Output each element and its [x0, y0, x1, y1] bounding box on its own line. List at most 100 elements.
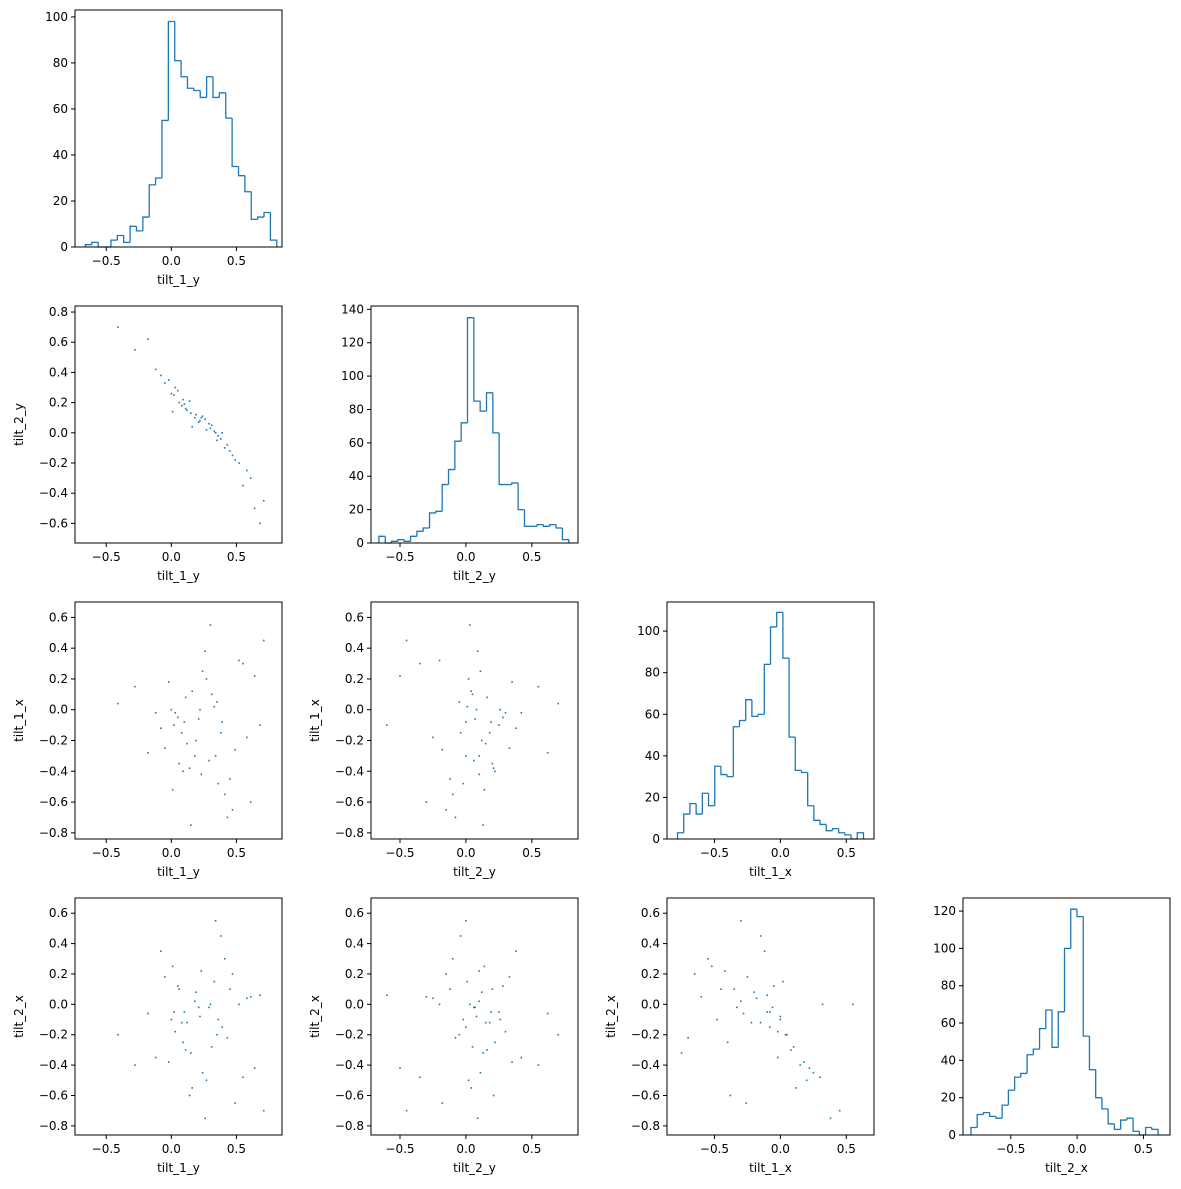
y-tick-label: −0.6 — [335, 795, 364, 809]
scatter-point — [213, 705, 216, 708]
histogram-step — [435, 510, 443, 513]
scatter-point — [786, 1033, 788, 1036]
y-tick-label: 40 — [349, 469, 364, 483]
y-tick-label: 0.2 — [345, 672, 364, 686]
scatter-point — [214, 755, 217, 757]
scatter-point — [205, 678, 208, 680]
scatter-point — [223, 447, 226, 449]
histogram-step — [1007, 1089, 1015, 1106]
y-tick-label: 0.0 — [345, 997, 364, 1011]
y-tick-label: −0.4 — [335, 764, 364, 778]
scatter-point — [467, 1079, 470, 1082]
y-tick-label: 0.6 — [345, 610, 364, 624]
scatter-point — [173, 724, 175, 726]
histogram-step — [1057, 1011, 1065, 1048]
y-tick-label: 60 — [645, 707, 660, 721]
scatter-point — [451, 793, 454, 796]
panel: −0.5 0.0 0.5 0 20 40 60 80 100 tilt_1_y — [45, 9, 283, 287]
scatter-point — [399, 675, 401, 677]
scatter-point — [209, 427, 212, 430]
axes-frame — [666, 601, 875, 840]
scatter-point — [484, 742, 487, 745]
histogram-step — [466, 317, 474, 423]
y-tick-label: 0.0 — [49, 997, 68, 1011]
scatter-point — [482, 824, 484, 826]
histogram-step — [1051, 1009, 1059, 1048]
histogram-step — [825, 824, 833, 832]
histogram-step — [769, 626, 777, 665]
x-tick-label: 0.0 — [771, 1142, 790, 1156]
y-tick-label: −0.8 — [39, 1119, 68, 1133]
scatter-point — [220, 732, 222, 734]
scatter-point — [205, 428, 208, 431]
scatter-point — [204, 1117, 206, 1120]
scatter-point — [772, 985, 775, 987]
histogram-step — [454, 440, 462, 470]
histogram-step — [1095, 1069, 1102, 1099]
scatter-point — [490, 1011, 492, 1013]
panel: −0.5 0.0 0.5 −0.6 −0.4 −0.2 0.0 0.2 0.4 0.6 0.8 til… — [12, 305, 283, 583]
scatter-point — [808, 1067, 811, 1069]
scatter-point — [438, 1003, 441, 1006]
y-tick-label: 20 — [349, 503, 364, 517]
scatter-point — [498, 1011, 500, 1013]
y-tick-label: −0.2 — [631, 1028, 660, 1042]
scatter-point — [167, 1061, 170, 1063]
histogram-step — [1144, 1126, 1152, 1135]
histogram-step — [561, 527, 570, 543]
y-tick-label: 80 — [349, 402, 364, 416]
scatter-point — [134, 348, 136, 351]
scatter-point — [479, 670, 482, 673]
scatter-point — [766, 1011, 769, 1013]
histogram-step — [788, 658, 796, 738]
histogram-step — [714, 765, 721, 806]
scatter-point — [445, 973, 447, 975]
scatter-point — [502, 985, 504, 987]
scatter-point — [491, 988, 494, 990]
scatter-point — [193, 755, 196, 757]
y-tick-label: 0 — [652, 832, 660, 846]
scatter-point — [154, 1056, 157, 1059]
y-tick-label: 140 — [341, 302, 364, 316]
histogram-step — [819, 820, 827, 826]
histogram-step — [154, 177, 162, 185]
x-tick-label: 0.5 — [227, 550, 246, 564]
scatter-point — [465, 1026, 467, 1028]
scatter-point — [478, 755, 480, 757]
scatter-point — [471, 1046, 474, 1048]
y-tick-label: 0.6 — [345, 906, 364, 920]
scatter-point — [740, 919, 742, 922]
scatter-point — [425, 801, 428, 803]
scatter-point — [180, 404, 183, 407]
histogram-step — [856, 832, 865, 839]
scatter-point — [838, 1109, 841, 1112]
scatter-point — [693, 973, 696, 975]
scatter-point — [386, 724, 388, 726]
scatter-point — [191, 690, 193, 693]
x-tick-label: −0.5 — [385, 550, 414, 564]
scatter-point — [147, 752, 149, 754]
x-tick-label: 0.5 — [837, 846, 856, 860]
scatter-point — [465, 755, 467, 757]
scatter-point — [494, 1041, 496, 1044]
x-tick-label: 0.0 — [162, 550, 181, 564]
y-tick-label: −0.2 — [39, 734, 68, 748]
y-tick-label: 0.2 — [49, 396, 68, 410]
scatter-point — [226, 1036, 229, 1039]
x-tick-label: 0.0 — [456, 1142, 475, 1156]
histogram-step — [1132, 1118, 1140, 1132]
scatter-point — [117, 702, 119, 705]
y-tick-label: 0.2 — [345, 967, 364, 981]
scatter-point — [459, 732, 462, 734]
scatter-point — [399, 1067, 401, 1069]
histogram-step — [257, 216, 265, 220]
y-tick-label: −0.8 — [335, 826, 364, 840]
scatter-point — [174, 386, 177, 389]
y-tick-label: −0.2 — [39, 456, 68, 470]
scatter-point — [805, 1079, 808, 1082]
y-tick-label: 60 — [349, 436, 364, 450]
scatter-point — [478, 970, 480, 972]
scatter-point — [180, 1021, 183, 1024]
histogram-step — [129, 225, 137, 243]
scatter-point — [707, 957, 709, 960]
